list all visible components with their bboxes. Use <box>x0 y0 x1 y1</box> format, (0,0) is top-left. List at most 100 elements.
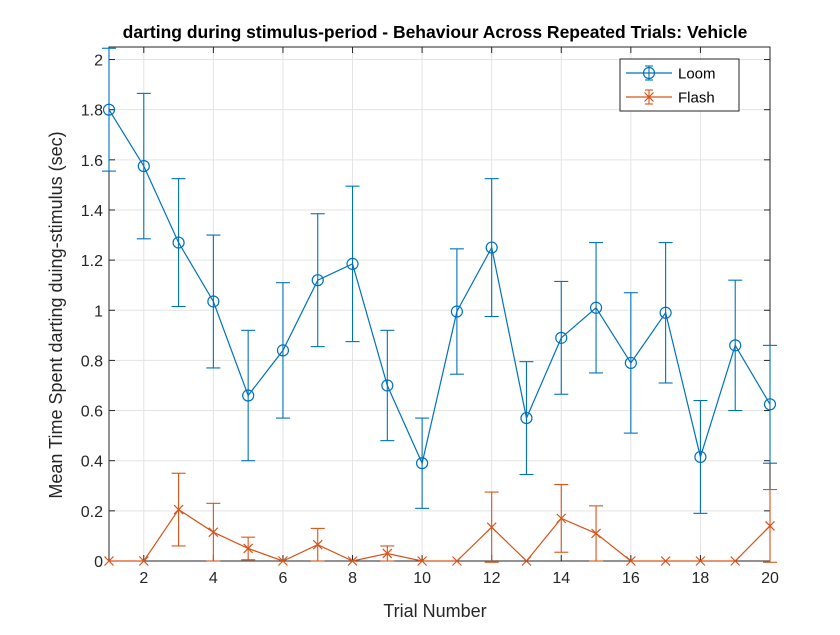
marker-stroke <box>451 556 462 566</box>
marker-stroke <box>695 556 706 566</box>
flash-data-point <box>347 556 358 566</box>
flash-data-point <box>208 527 219 538</box>
marker-stroke <box>104 556 114 566</box>
loom-error-bar <box>171 178 186 308</box>
flash-series <box>104 472 777 566</box>
loom-error-bar <box>241 329 256 462</box>
marker-stroke <box>278 556 288 566</box>
loom-data-point <box>207 295 220 308</box>
marker-stroke <box>556 513 567 524</box>
flash-data-point <box>695 556 706 566</box>
marker-stroke <box>138 556 149 566</box>
flash-data-point <box>660 556 671 566</box>
series-layer <box>102 47 777 566</box>
y-tick-label: 1.4 <box>81 203 103 220</box>
flash-data-point <box>173 504 184 515</box>
x-tick-label: 10 <box>413 570 431 587</box>
marker-stroke <box>208 527 219 538</box>
loom-data-point <box>485 241 498 254</box>
loom-data-point <box>589 301 603 314</box>
x-tick-label: 8 <box>348 570 357 587</box>
loom-data-point <box>555 331 568 344</box>
legend[interactable]: Loom Flash <box>619 58 740 112</box>
y-tick-label: 1.6 <box>81 153 103 170</box>
y-tick-label: 1.2 <box>81 253 103 270</box>
marker-stroke <box>173 504 184 515</box>
loom-error-bar <box>693 399 708 514</box>
loom-data-point <box>242 389 255 402</box>
loom-error-bar <box>345 185 360 343</box>
loom-error-bar <box>102 47 116 172</box>
ticks: 2 4 6 8 10 12 14 16 18 20 0 0.2 0.4 0.6 0.8 1 1.2 1.4 1.6 1… <box>81 47 779 587</box>
x-tick-label: 16 <box>622 570 640 587</box>
marker-stroke <box>486 522 497 533</box>
loom-data-point <box>729 339 742 352</box>
marker-stroke <box>382 548 393 559</box>
loom-error-bar <box>589 242 604 374</box>
marker-stroke <box>243 543 254 554</box>
loom-error-bar <box>310 213 325 348</box>
loom-error-bar <box>415 417 430 509</box>
x-tick-label: 12 <box>483 570 501 587</box>
x-axis-label: Trial Number <box>383 601 486 621</box>
loom-data-point <box>276 344 290 357</box>
flash-series-line <box>109 508 771 562</box>
flash-data-point <box>625 556 636 566</box>
loom-data-point <box>763 398 777 411</box>
loom-data-point <box>450 305 463 318</box>
marker-stroke <box>347 556 358 566</box>
flash-data-point <box>382 548 393 559</box>
loom-data-point <box>624 356 637 370</box>
loom-series <box>102 47 777 514</box>
loom-error-bar <box>136 92 151 240</box>
y-tick-label: 1 <box>94 303 103 320</box>
x-tick-label: 18 <box>692 570 710 587</box>
marker-stroke <box>312 539 323 550</box>
legend-box <box>619 58 740 112</box>
marker-stroke <box>591 528 601 539</box>
loom-data-point <box>137 159 150 173</box>
flash-data-point <box>312 539 323 550</box>
flash-data-point <box>451 556 462 566</box>
loom-data-point <box>172 236 185 249</box>
marker-stroke <box>417 556 428 566</box>
loom-error-bar <box>206 234 221 369</box>
chart-title: darting during stimulus-period - Behavio… <box>123 22 748 42</box>
loom-error-bar <box>519 361 534 476</box>
marker-stroke <box>625 556 636 566</box>
flash-data-point <box>278 556 288 566</box>
flash-data-point <box>104 556 114 566</box>
legend-entry-flash: Flash <box>626 89 715 107</box>
x-tick-label: 20 <box>761 570 779 587</box>
loom-error-bar <box>728 279 743 412</box>
flash-data-point <box>591 528 601 539</box>
flash-data-point <box>138 556 149 566</box>
loom-data-point <box>416 457 429 470</box>
loom-data-point <box>694 450 707 464</box>
legend-label-flash: Flash <box>678 90 715 107</box>
flash-data-point <box>765 520 775 531</box>
loom-data-point <box>520 411 533 425</box>
loom-data-point <box>659 306 672 319</box>
y-tick-label: 0.6 <box>81 404 103 421</box>
legend-entry-loom: Loom <box>626 65 716 83</box>
y-tick-label: 2 <box>94 53 103 70</box>
flash-data-point <box>556 513 567 524</box>
loom-data-point <box>311 274 324 287</box>
x-tick-label: 6 <box>278 570 287 587</box>
marker-stroke <box>765 520 775 531</box>
flash-data-point <box>417 556 428 566</box>
x-tick-label: 4 <box>209 570 218 587</box>
y-axis-label: Mean Time Spent darting duing-stimulus (… <box>46 131 66 498</box>
y-tick-label: 0 <box>94 554 103 571</box>
y-tick-label: 0.8 <box>81 353 103 370</box>
loom-error-bar <box>484 178 499 318</box>
legend-marker-loom <box>642 66 656 80</box>
loom-series-line <box>108 109 771 466</box>
marker-stroke <box>730 556 741 566</box>
y-tick-label: 0.4 <box>81 454 103 471</box>
loom-data-point <box>102 103 116 116</box>
flash-data-point <box>486 522 497 533</box>
